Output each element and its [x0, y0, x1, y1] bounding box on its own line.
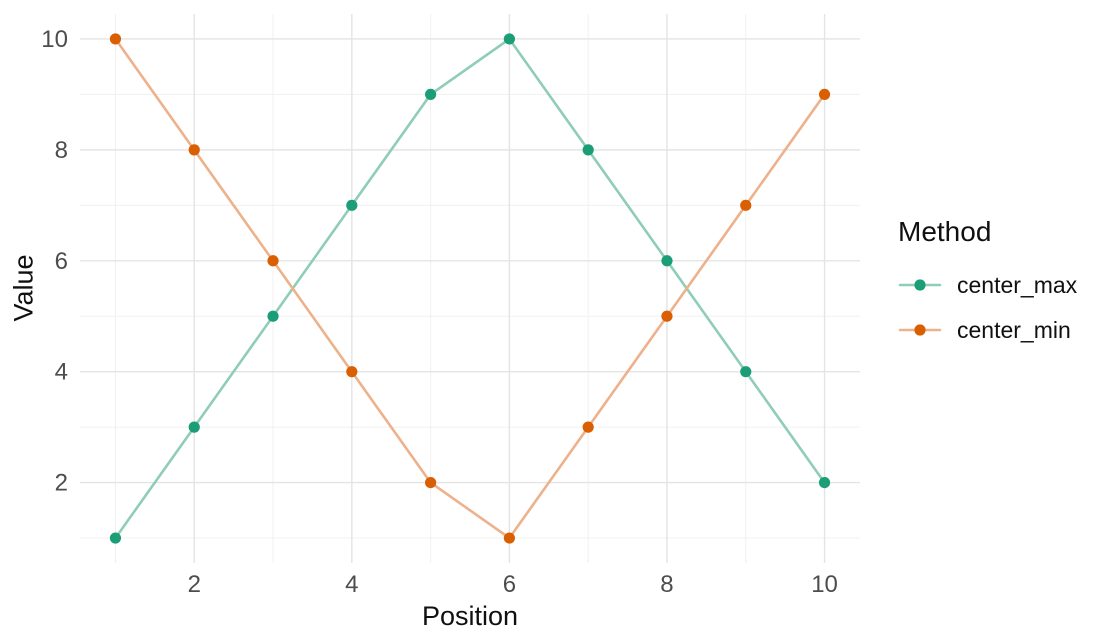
data-point-center_min	[503, 532, 515, 544]
data-point-center_max	[740, 366, 752, 378]
y-tick-label: 4	[55, 359, 68, 386]
data-point-center_max	[425, 88, 437, 101]
data-point-center_min	[661, 310, 673, 322]
y-tick-label: 2	[55, 470, 68, 497]
legend-label: center_max	[957, 271, 1078, 298]
data-point-center_max	[503, 33, 515, 45]
legend: Method center_max center_min	[898, 216, 1077, 360]
data-point-center_min	[346, 366, 358, 378]
legend-key-line-dot-icon	[898, 324, 942, 336]
legend-item-center-max: center_max	[898, 270, 1077, 300]
y-tick-label: 10	[41, 26, 68, 53]
y-tick-label: 8	[55, 137, 68, 164]
y-axis-title: Value	[8, 254, 39, 322]
legend-key-line-dot-icon	[898, 279, 942, 291]
data-point-center_min	[109, 33, 122, 45]
legend-title: Method	[898, 216, 992, 247]
legend-label: center_min	[957, 316, 1071, 343]
series-line-center_min	[114, 37, 826, 540]
data-point-center_max	[582, 144, 594, 156]
data-point-center_min	[818, 88, 831, 101]
data-point-center_min	[740, 199, 752, 211]
data-point-center_max	[661, 255, 673, 267]
series-line-center_max	[114, 37, 826, 540]
x-tick-label: 8	[660, 571, 673, 598]
data-point-center_max	[267, 310, 279, 322]
legend-item-center-min: center_min	[898, 315, 1077, 345]
data-point-center_min	[267, 255, 279, 267]
data-point-center_max	[188, 421, 200, 433]
data-point-center_max	[818, 476, 831, 489]
y-tick-label: 6	[55, 248, 68, 275]
x-tick-label: 2	[188, 571, 201, 598]
x-tick-label: 10	[811, 571, 838, 598]
x-tick-label: 4	[345, 571, 358, 598]
data-point-center_max	[109, 532, 122, 544]
data-point-center_min	[425, 476, 437, 489]
data-point-center_max	[346, 199, 358, 211]
x-axis-title: Position	[421, 601, 519, 631]
data-point-center_min	[188, 144, 200, 156]
data-point-center_min	[582, 421, 594, 433]
x-tick-label: 6	[503, 571, 516, 598]
